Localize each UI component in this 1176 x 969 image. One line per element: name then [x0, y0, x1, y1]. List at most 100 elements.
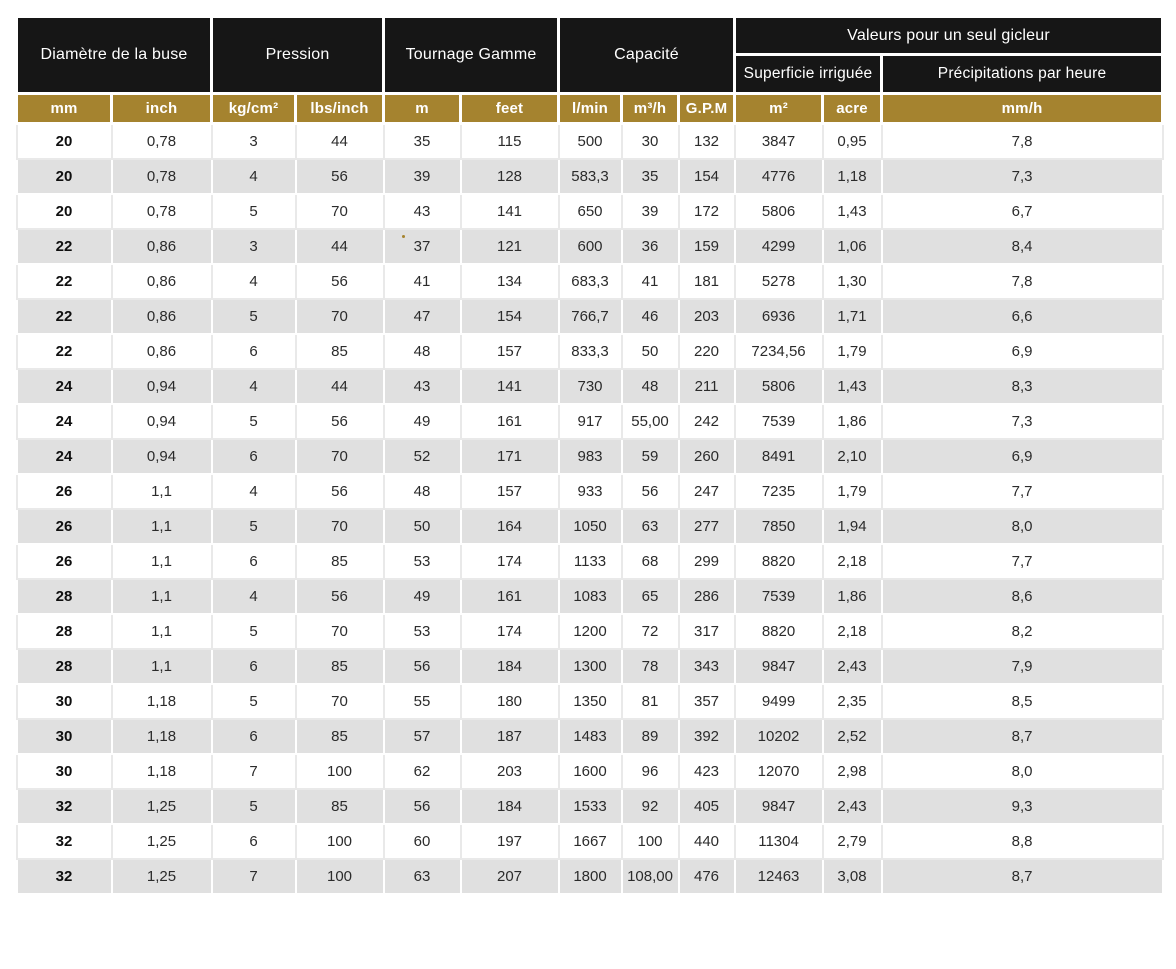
table-cell: 207 [459, 858, 560, 895]
table-cell: 1,94 [821, 508, 883, 545]
table-cell: 20 [15, 122, 113, 160]
table-cell: 96 [620, 753, 680, 790]
table-cell: 157 [459, 473, 560, 510]
table-cell: 35 [620, 158, 680, 195]
table-cell: 5 [210, 403, 297, 440]
table-cell: 172 [677, 193, 736, 230]
table-cell: 39 [620, 193, 680, 230]
table-cell: 220 [677, 333, 736, 370]
table-cell: 53 [382, 613, 462, 650]
table-cell: 63 [382, 858, 462, 895]
table-cell: 4 [210, 578, 297, 615]
table-cell: 50 [382, 508, 462, 545]
table-cell: 440 [677, 823, 736, 860]
table-cell: 0,86 [110, 298, 213, 335]
table-cell: 1,79 [821, 333, 883, 370]
table-cell: 5278 [733, 263, 824, 300]
table-cell: 1,86 [821, 403, 883, 440]
table-cell: 203 [677, 298, 736, 335]
table-cell: 132 [677, 122, 736, 160]
table-cell: 0,78 [110, 193, 213, 230]
table-cell: 730 [557, 368, 623, 405]
table-cell: 1083 [557, 578, 623, 615]
table-cell: 85 [294, 648, 385, 685]
table-cell: 1,1 [110, 578, 213, 615]
table-cell: 22 [15, 298, 113, 335]
table-row: 26 1,1 5 70 50 164 1050 63 277 7850 1,94 8,0 [15, 508, 1164, 545]
table-cell: 4 [210, 158, 297, 195]
table-cell: 0,94 [110, 368, 213, 405]
table-cell: 41 [620, 263, 680, 300]
table-cell: 4 [210, 368, 297, 405]
header-subgroup-row: Superficie irriguée Précipitations par h… [17, 53, 1165, 95]
table-cell: 28 [15, 578, 113, 615]
sprinkler-spec-table: Diamètre de la buse Pression Tournage Ga… [15, 15, 1165, 895]
table-cell: 683,3 [557, 263, 623, 300]
table-cell: 8,8 [880, 823, 1164, 860]
table-row: 30 1,18 7 100 62 203 1600 96 423 12070 2,98 8,0 [15, 753, 1164, 790]
table-cell: 49 [382, 403, 462, 440]
table-cell: 81 [620, 683, 680, 720]
table-cell: 59 [620, 438, 680, 475]
header-units-row: mm inch kg/cm² lbs/inch m feet l/min m³/… [15, 92, 1165, 125]
table-cell: 917 [557, 403, 623, 440]
table-cell: 56 [620, 473, 680, 510]
table-cell: 161 [459, 403, 560, 440]
table-cell: 100 [294, 858, 385, 895]
table-cell: 30 [620, 122, 680, 160]
table-cell: 4 [210, 473, 297, 510]
table-cell: 1,25 [110, 858, 213, 895]
table-body: 20 0,78 3 44 35 115 500 30 132 3847 0,95 7,8 20 0,78 4… [15, 122, 1164, 895]
table-cell: 5 [210, 298, 297, 335]
table-cell: 7,3 [880, 158, 1164, 195]
header-group-row: Diamètre de la buse Pression Tournage Ga… [15, 15, 1165, 95]
table-cell: 20 [15, 158, 113, 195]
table-cell: 343 [677, 648, 736, 685]
table-cell: 1,86 [821, 578, 883, 615]
table-cell: 184 [459, 788, 560, 825]
table-cell: 100 [620, 823, 680, 860]
stray-speck [402, 235, 405, 238]
table-cell: 8,7 [880, 858, 1164, 895]
table-cell: 7,7 [880, 543, 1164, 580]
table-cell: 55,00 [620, 403, 680, 440]
table-cell: 3 [210, 122, 297, 160]
table-cell: 1,18 [110, 753, 213, 790]
table-cell: 56 [294, 263, 385, 300]
table-cell: 197 [459, 823, 560, 860]
table-cell: 1,30 [821, 263, 883, 300]
table-cell: 1,1 [110, 613, 213, 650]
table-cell: 277 [677, 508, 736, 545]
table-cell: 583,3 [557, 158, 623, 195]
table-cell: 47 [382, 298, 462, 335]
table-cell: 30 [15, 718, 113, 755]
table-cell: 9847 [733, 788, 824, 825]
table-cell: 0,86 [110, 333, 213, 370]
table-cell: 2,43 [821, 648, 883, 685]
table-cell: 56 [294, 473, 385, 510]
table-cell: 1533 [557, 788, 623, 825]
table-cell: 164 [459, 508, 560, 545]
table-cell: 357 [677, 683, 736, 720]
table-row: 20 0,78 4 56 39 128 583,3 35 154 4776 1,18 7,3 [15, 158, 1164, 195]
table-cell: 55 [382, 683, 462, 720]
header-precipitation-per-hour: Précipitations par heure [880, 53, 1165, 95]
table-cell: 1667 [557, 823, 623, 860]
table-cell: 44 [294, 122, 385, 160]
table-cell: 154 [677, 158, 736, 195]
table-cell: 392 [677, 718, 736, 755]
table-cell: 1483 [557, 718, 623, 755]
table-cell: 833,3 [557, 333, 623, 370]
table-cell: 7,3 [880, 403, 1164, 440]
table-cell: 766,7 [557, 298, 623, 335]
table-row: 28 1,1 6 85 56 184 1300 78 343 9847 2,43 7,9 [15, 648, 1164, 685]
table-cell: 108,00 [620, 858, 680, 895]
table-cell: 50 [620, 333, 680, 370]
table-cell: 70 [294, 613, 385, 650]
header-capacity: Capacité [557, 15, 737, 95]
table-cell: 161 [459, 578, 560, 615]
table-row: 24 0,94 6 70 52 171 983 59 260 8491 2,10 6,9 [15, 438, 1164, 475]
table-cell: 2,52 [821, 718, 883, 755]
table-row: 22 0,86 6 85 48 157 833,3 50 220 7234,56 1,79 6,9 [15, 333, 1164, 370]
